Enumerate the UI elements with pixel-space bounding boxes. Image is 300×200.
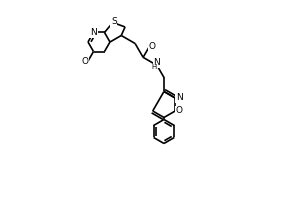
Text: N: N (154, 58, 160, 67)
Text: H: H (151, 64, 157, 70)
Text: O: O (148, 42, 156, 51)
Text: O: O (81, 57, 88, 66)
Text: N: N (176, 93, 183, 102)
Text: S: S (111, 17, 117, 26)
Text: O: O (176, 106, 183, 115)
Text: N: N (90, 28, 97, 37)
